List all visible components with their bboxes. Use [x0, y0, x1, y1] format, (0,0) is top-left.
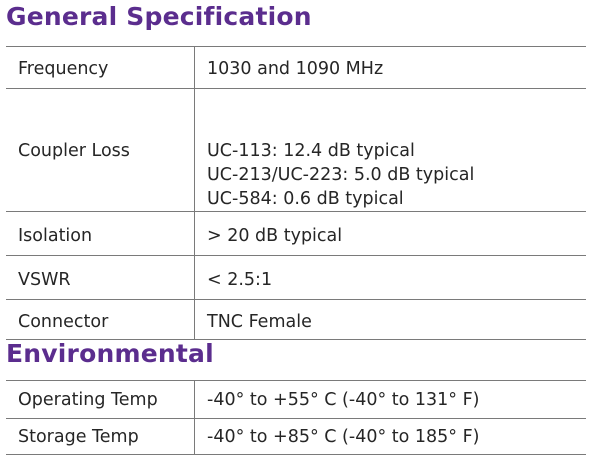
row-label: VSWR: [18, 270, 71, 290]
row-value: < 2.5:1: [194, 255, 586, 300]
row-label: Connector: [18, 312, 109, 332]
environmental-table: Operating Temp -40° to +55° C (-40° to 1…: [6, 380, 586, 455]
row-value: > 20 dB typical: [194, 211, 586, 256]
general-spec-heading: General Specification: [6, 2, 312, 31]
row-label: Operating Temp: [18, 390, 158, 410]
value-line: UC-213/UC-223: 5.0 dB typical: [207, 165, 475, 185]
value-line: > 20 dB typical: [207, 226, 343, 246]
value-line: 1030 and 1090 MHz: [207, 59, 384, 79]
general-spec-table: Frequency 1030 and 1090 MHz Coupler Loss…: [6, 46, 586, 340]
table-row: Isolation > 20 dB typical: [6, 211, 586, 256]
row-value: 1030 and 1090 MHz: [194, 46, 586, 89]
row-label: Frequency: [18, 59, 109, 79]
row-label: Isolation: [18, 226, 93, 246]
table-row: Frequency 1030 and 1090 MHz: [6, 46, 586, 89]
table-row: Storage Temp -40° to +85° C (-40° to 185…: [6, 418, 586, 455]
row-value: TNC Female: [194, 299, 586, 340]
row-value: -40° to +55° C (-40° to 131° F): [194, 380, 586, 419]
table-row: Operating Temp -40° to +55° C (-40° to 1…: [6, 380, 586, 419]
row-value: UC-113: 12.4 dB typical UC-213/UC-223: 5…: [194, 88, 586, 212]
row-label: Coupler Loss: [18, 141, 130, 161]
value-line: < 2.5:1: [207, 270, 273, 290]
value-line: -40° to +85° C (-40° to 185° F): [207, 427, 480, 447]
table-row: VSWR < 2.5:1: [6, 255, 586, 300]
value-line: TNC Female: [207, 312, 312, 332]
environmental-heading: Environmental: [6, 339, 214, 368]
value-line: UC-584: 0.6 dB typical: [207, 189, 404, 209]
table-row: Coupler Loss UC-113: 12.4 dB typical UC-…: [6, 88, 586, 212]
value-line: UC-113: 12.4 dB typical: [207, 141, 415, 161]
value-line: -40° to +55° C (-40° to 131° F): [207, 390, 480, 410]
row-value: -40° to +85° C (-40° to 185° F): [194, 418, 586, 455]
row-label: Storage Temp: [18, 427, 139, 447]
table-row: Connector TNC Female: [6, 299, 586, 340]
